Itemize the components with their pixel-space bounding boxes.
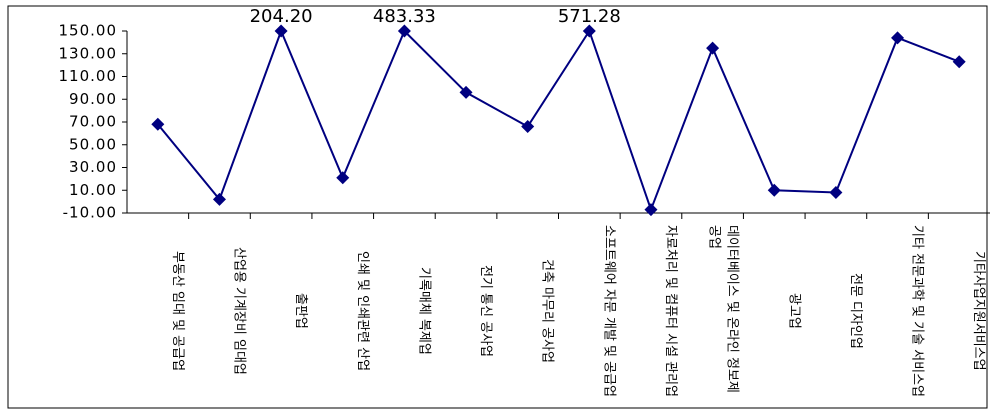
- x-label-box: 광고업: [786, 293, 802, 329]
- x-tick-label: 전기 통신 공사업: [478, 265, 494, 357]
- marker: [706, 41, 720, 55]
- x-label-box: 출판업: [293, 293, 309, 329]
- x-label-box: 기록매체 복제업: [416, 267, 432, 355]
- y-tick-label: 90.00: [69, 90, 117, 108]
- x-tick-label: 건축 마무리 공사업: [539, 259, 555, 363]
- y-tick-label: 70.00: [69, 113, 117, 131]
- y-tick-label: 50.00: [69, 135, 117, 153]
- x-label-box: 전기 통신 공사업: [478, 265, 494, 357]
- value-label: 571.28: [558, 6, 621, 27]
- marker: [459, 85, 473, 99]
- x-label-box: 데이터베이스 및 온라인 정보제공업: [706, 225, 740, 393]
- y-tick-label: 110.00: [59, 67, 118, 85]
- marker: [336, 171, 350, 185]
- y-tick-label: 130.00: [59, 44, 118, 62]
- marker: [829, 186, 843, 200]
- value-label: 483.33: [373, 6, 436, 27]
- x-label-box: 기타 전문과학 및 기술 서비스업: [909, 225, 925, 398]
- x-tick-label: 소프트웨어 자문 개발 및 공급업: [601, 225, 617, 398]
- x-label-box: 건축 마무리 공사업: [539, 259, 555, 363]
- x-tick-label: 산업용 기계장비 임대업: [231, 247, 247, 375]
- marker: [274, 24, 288, 38]
- marker: [397, 24, 411, 38]
- x-label-box: 부동산 임대 및 공급업: [169, 250, 185, 372]
- x-tick-label: 부동산 임대 및 공급업: [169, 250, 185, 372]
- line: [157, 28, 960, 213]
- x-tick-label: 기록매체 복제업: [416, 267, 432, 355]
- x-tick-label: 광고업: [786, 293, 802, 329]
- marker: [521, 120, 535, 134]
- y-tick-label: 150.00: [59, 22, 118, 40]
- y-tick-label: 10.00: [69, 181, 117, 199]
- marker: [644, 203, 658, 217]
- y-tick-label: 30.00: [69, 158, 117, 176]
- x-label-box: 소프트웨어 자문 개발 및 공급업: [601, 225, 617, 398]
- marker: [151, 117, 165, 131]
- marker: [582, 24, 596, 38]
- marker: [952, 55, 966, 69]
- x-label-box: 전문 디자인업: [847, 273, 863, 349]
- x-label-box: 기타사업지원서비스업: [971, 251, 987, 371]
- chart-border: [7, 5, 988, 409]
- x-tick-label: 전문 디자인업: [847, 273, 863, 349]
- x-tick-label: 기타사업지원서비스업: [971, 251, 987, 371]
- marker: [212, 192, 226, 206]
- y-tick-label: -10.00: [63, 204, 117, 222]
- x-label-box: 자료처리 및 컴퓨터 시설 관리업: [662, 225, 678, 398]
- x-label-box: 산업용 기계장비 임대업: [231, 247, 247, 375]
- x-label-box: 인쇄 및 인쇄관련 산업: [354, 250, 370, 372]
- value-label: 204.20: [250, 6, 313, 27]
- marker: [767, 183, 781, 197]
- x-tick-label: 자료처리 및 컴퓨터 시설 관리업: [662, 225, 678, 398]
- marker: [891, 31, 905, 45]
- x-tick-label: 인쇄 및 인쇄관련 산업: [354, 250, 370, 372]
- x-tick-label: 데이터베이스 및 온라인 정보제공업: [706, 225, 740, 393]
- x-tick-label: 기타 전문과학 및 기술 서비스업: [909, 225, 925, 398]
- x-tick-label: 출판업: [293, 293, 309, 329]
